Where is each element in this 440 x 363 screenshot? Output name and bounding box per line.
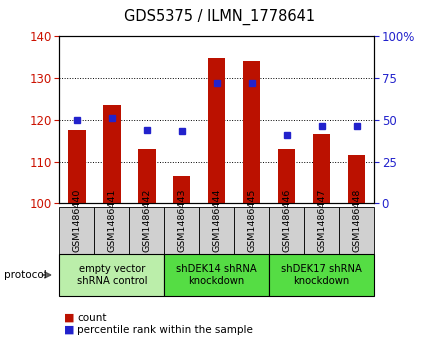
Text: empty vector
shRNA control: empty vector shRNA control [77,264,147,286]
Text: shDEK17 shRNA
knockdown: shDEK17 shRNA knockdown [281,264,362,286]
Text: GSM1486440: GSM1486440 [72,189,81,252]
Bar [68,130,86,203]
Text: ■: ■ [64,313,74,323]
Text: GSM1486448: GSM1486448 [352,189,361,252]
Text: GSM1486446: GSM1486446 [282,189,291,252]
Bar [313,134,330,203]
Text: ■: ■ [64,325,74,335]
Bar [348,155,365,203]
Text: GSM1486447: GSM1486447 [317,189,326,252]
Text: GSM1486445: GSM1486445 [247,189,256,252]
Text: GSM1486444: GSM1486444 [212,189,221,252]
Bar [278,149,295,203]
Text: protocol: protocol [4,270,47,280]
Text: GSM1486441: GSM1486441 [107,189,116,252]
Text: GSM1486443: GSM1486443 [177,189,186,252]
Bar [208,58,225,203]
Text: GDS5375 / ILMN_1778641: GDS5375 / ILMN_1778641 [125,9,315,25]
Bar [103,105,121,203]
Bar [243,61,260,203]
Bar [173,176,191,203]
Text: GSM1486442: GSM1486442 [142,189,151,252]
Text: shDEK14 shRNA
knockdown: shDEK14 shRNA knockdown [176,264,257,286]
Bar [138,149,155,203]
Text: count: count [77,313,106,323]
Text: percentile rank within the sample: percentile rank within the sample [77,325,253,335]
